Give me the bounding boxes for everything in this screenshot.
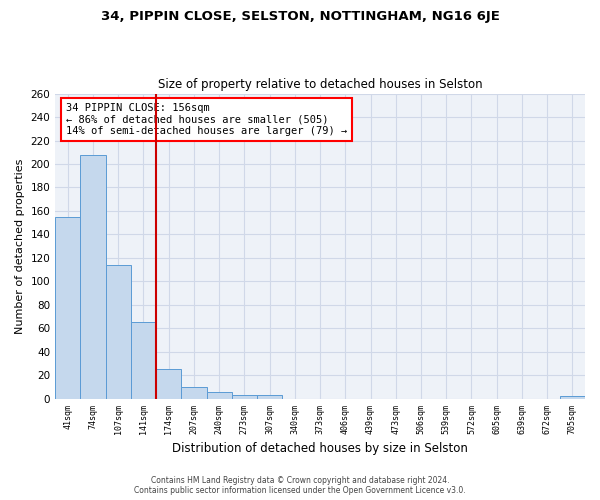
Text: Contains HM Land Registry data © Crown copyright and database right 2024.
Contai: Contains HM Land Registry data © Crown c… xyxy=(134,476,466,495)
Bar xyxy=(232,396,257,399)
Text: 34, PIPPIN CLOSE, SELSTON, NOTTINGHAM, NG16 6JE: 34, PIPPIN CLOSE, SELSTON, NOTTINGHAM, N… xyxy=(101,10,499,23)
Bar xyxy=(131,322,156,399)
Bar xyxy=(55,217,80,399)
Bar xyxy=(560,396,585,399)
Text: 34 PIPPIN CLOSE: 156sqm
← 86% of detached houses are smaller (505)
14% of semi-d: 34 PIPPIN CLOSE: 156sqm ← 86% of detache… xyxy=(66,102,347,136)
Bar xyxy=(257,396,282,399)
Bar xyxy=(181,387,206,399)
X-axis label: Distribution of detached houses by size in Selston: Distribution of detached houses by size … xyxy=(172,442,468,455)
Bar xyxy=(80,154,106,399)
Bar xyxy=(156,370,181,399)
Y-axis label: Number of detached properties: Number of detached properties xyxy=(15,158,25,334)
Bar xyxy=(206,392,232,399)
Bar xyxy=(106,265,131,399)
Title: Size of property relative to detached houses in Selston: Size of property relative to detached ho… xyxy=(158,78,482,91)
